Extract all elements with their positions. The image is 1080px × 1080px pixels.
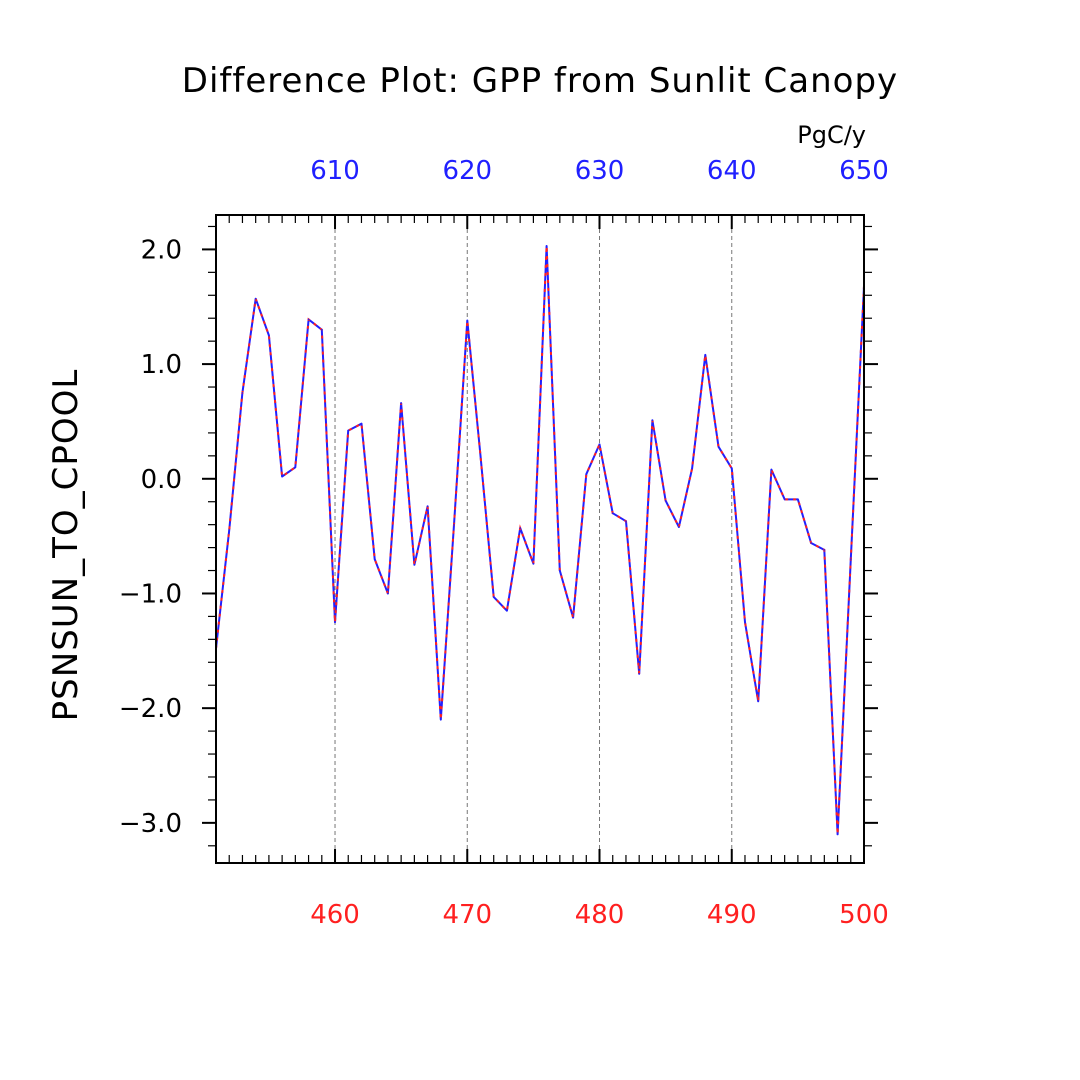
data-point	[387, 592, 389, 595]
data-point	[717, 445, 720, 448]
data-point	[307, 318, 310, 321]
data-point	[440, 718, 442, 721]
y-tick-label: 2.0	[141, 235, 182, 265]
data-point	[347, 429, 350, 432]
data-point	[545, 245, 548, 247]
units-label: PgC/y	[797, 121, 866, 149]
y-tick-label: 0.0	[141, 465, 182, 495]
data-point	[836, 833, 839, 836]
data-point	[678, 526, 680, 528]
y-tick-label: 1.0	[141, 350, 182, 380]
data-point	[572, 616, 574, 619]
y-tick-label: −3.0	[119, 809, 182, 839]
data-point	[268, 334, 270, 337]
data-point	[492, 596, 495, 598]
data-point	[611, 512, 614, 514]
data-point	[797, 498, 799, 501]
x-tick-label-top: 640	[707, 156, 757, 186]
data-point	[453, 523, 455, 526]
x-tick-label-top: 650	[839, 156, 889, 186]
data-point	[466, 319, 469, 322]
data-point	[850, 558, 852, 560]
data-point	[810, 542, 812, 544]
data-point	[254, 297, 257, 300]
data-point	[691, 467, 693, 470]
data-point	[400, 402, 402, 404]
data-point	[334, 621, 336, 623]
data-point	[559, 569, 561, 572]
data-point	[479, 455, 482, 457]
axis-ticks	[202, 215, 878, 863]
data-point	[532, 562, 535, 565]
x-tick-label-bottom: 470	[442, 900, 492, 930]
data-point	[426, 505, 429, 508]
x-tick-label-top: 620	[442, 156, 492, 186]
data-point	[651, 419, 654, 422]
data-point	[413, 564, 416, 566]
series-line-dashed	[215, 245, 865, 835]
x-tick-label-bottom: 460	[310, 900, 360, 930]
plot-frame	[215, 214, 865, 864]
data-point	[585, 473, 588, 476]
x-tick-label-bottom: 500	[839, 900, 889, 930]
data-point	[241, 392, 244, 394]
series-lines	[215, 245, 865, 836]
data-point	[783, 498, 786, 501]
data-point	[625, 520, 627, 522]
data-point	[506, 609, 508, 612]
data-point	[321, 328, 323, 331]
gridlines	[334, 215, 733, 863]
data-point	[770, 468, 773, 471]
y-axis-label: PSNSUN_TO_CPOOL	[46, 369, 86, 722]
data-point	[598, 443, 601, 446]
data-point	[664, 499, 667, 502]
x-tick-label-top: 630	[575, 156, 625, 186]
y-tick-label: −1.0	[119, 579, 182, 609]
tick-labels: 460 470 480 490 500 610 620 630 640 650 −3.0 −2.0 −1…	[119, 156, 889, 930]
data-point	[823, 549, 826, 551]
data-point	[744, 621, 746, 623]
data-point	[373, 558, 376, 560]
data-point	[360, 422, 363, 425]
x-tick-label-top: 610	[310, 156, 360, 186]
x-tick-label-bottom: 490	[707, 900, 757, 930]
data-point	[757, 700, 759, 703]
data-point	[704, 354, 707, 356]
chart-title: Difference Plot: GPP from Sunlit Canopy	[182, 61, 898, 101]
data-point	[294, 466, 297, 469]
data-point	[228, 529, 230, 532]
data-point	[638, 673, 640, 675]
data-point	[281, 475, 283, 478]
x-tick-label-bottom: 480	[575, 900, 625, 930]
y-tick-label: −2.0	[119, 694, 182, 724]
data-point	[519, 527, 521, 529]
data-point	[731, 467, 733, 470]
